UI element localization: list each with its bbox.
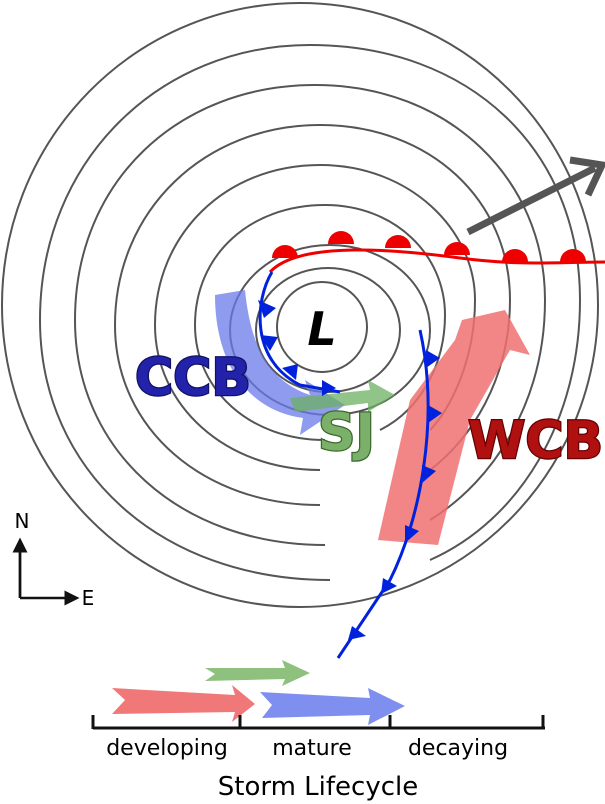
cold-fronts xyxy=(258,271,442,659)
sj-arrow xyxy=(290,380,395,412)
wcb-arrow xyxy=(378,310,530,545)
isobars xyxy=(1,2,599,608)
north-label: N xyxy=(15,509,30,533)
stage-label: decaying xyxy=(408,736,508,761)
sj-stage-arrow xyxy=(205,660,310,686)
ccb-label: CCB xyxy=(135,348,251,408)
lifecycle-title: Storm Lifecycle xyxy=(218,772,418,802)
stage-label: mature xyxy=(272,736,352,761)
stage-label: developing xyxy=(106,736,228,761)
compass: N E xyxy=(12,509,95,610)
timeline xyxy=(91,715,545,730)
east-label: E xyxy=(82,586,95,610)
warm-front xyxy=(268,231,605,274)
sj-label: SJ xyxy=(318,403,375,463)
movement-arrow xyxy=(466,164,597,236)
movement-arrowhead xyxy=(569,156,605,197)
low-center: L xyxy=(307,302,336,356)
wcb-stage-arrow xyxy=(112,685,255,722)
ccb-stage-arrow xyxy=(260,688,405,725)
wcb-label: WCB xyxy=(468,411,603,471)
